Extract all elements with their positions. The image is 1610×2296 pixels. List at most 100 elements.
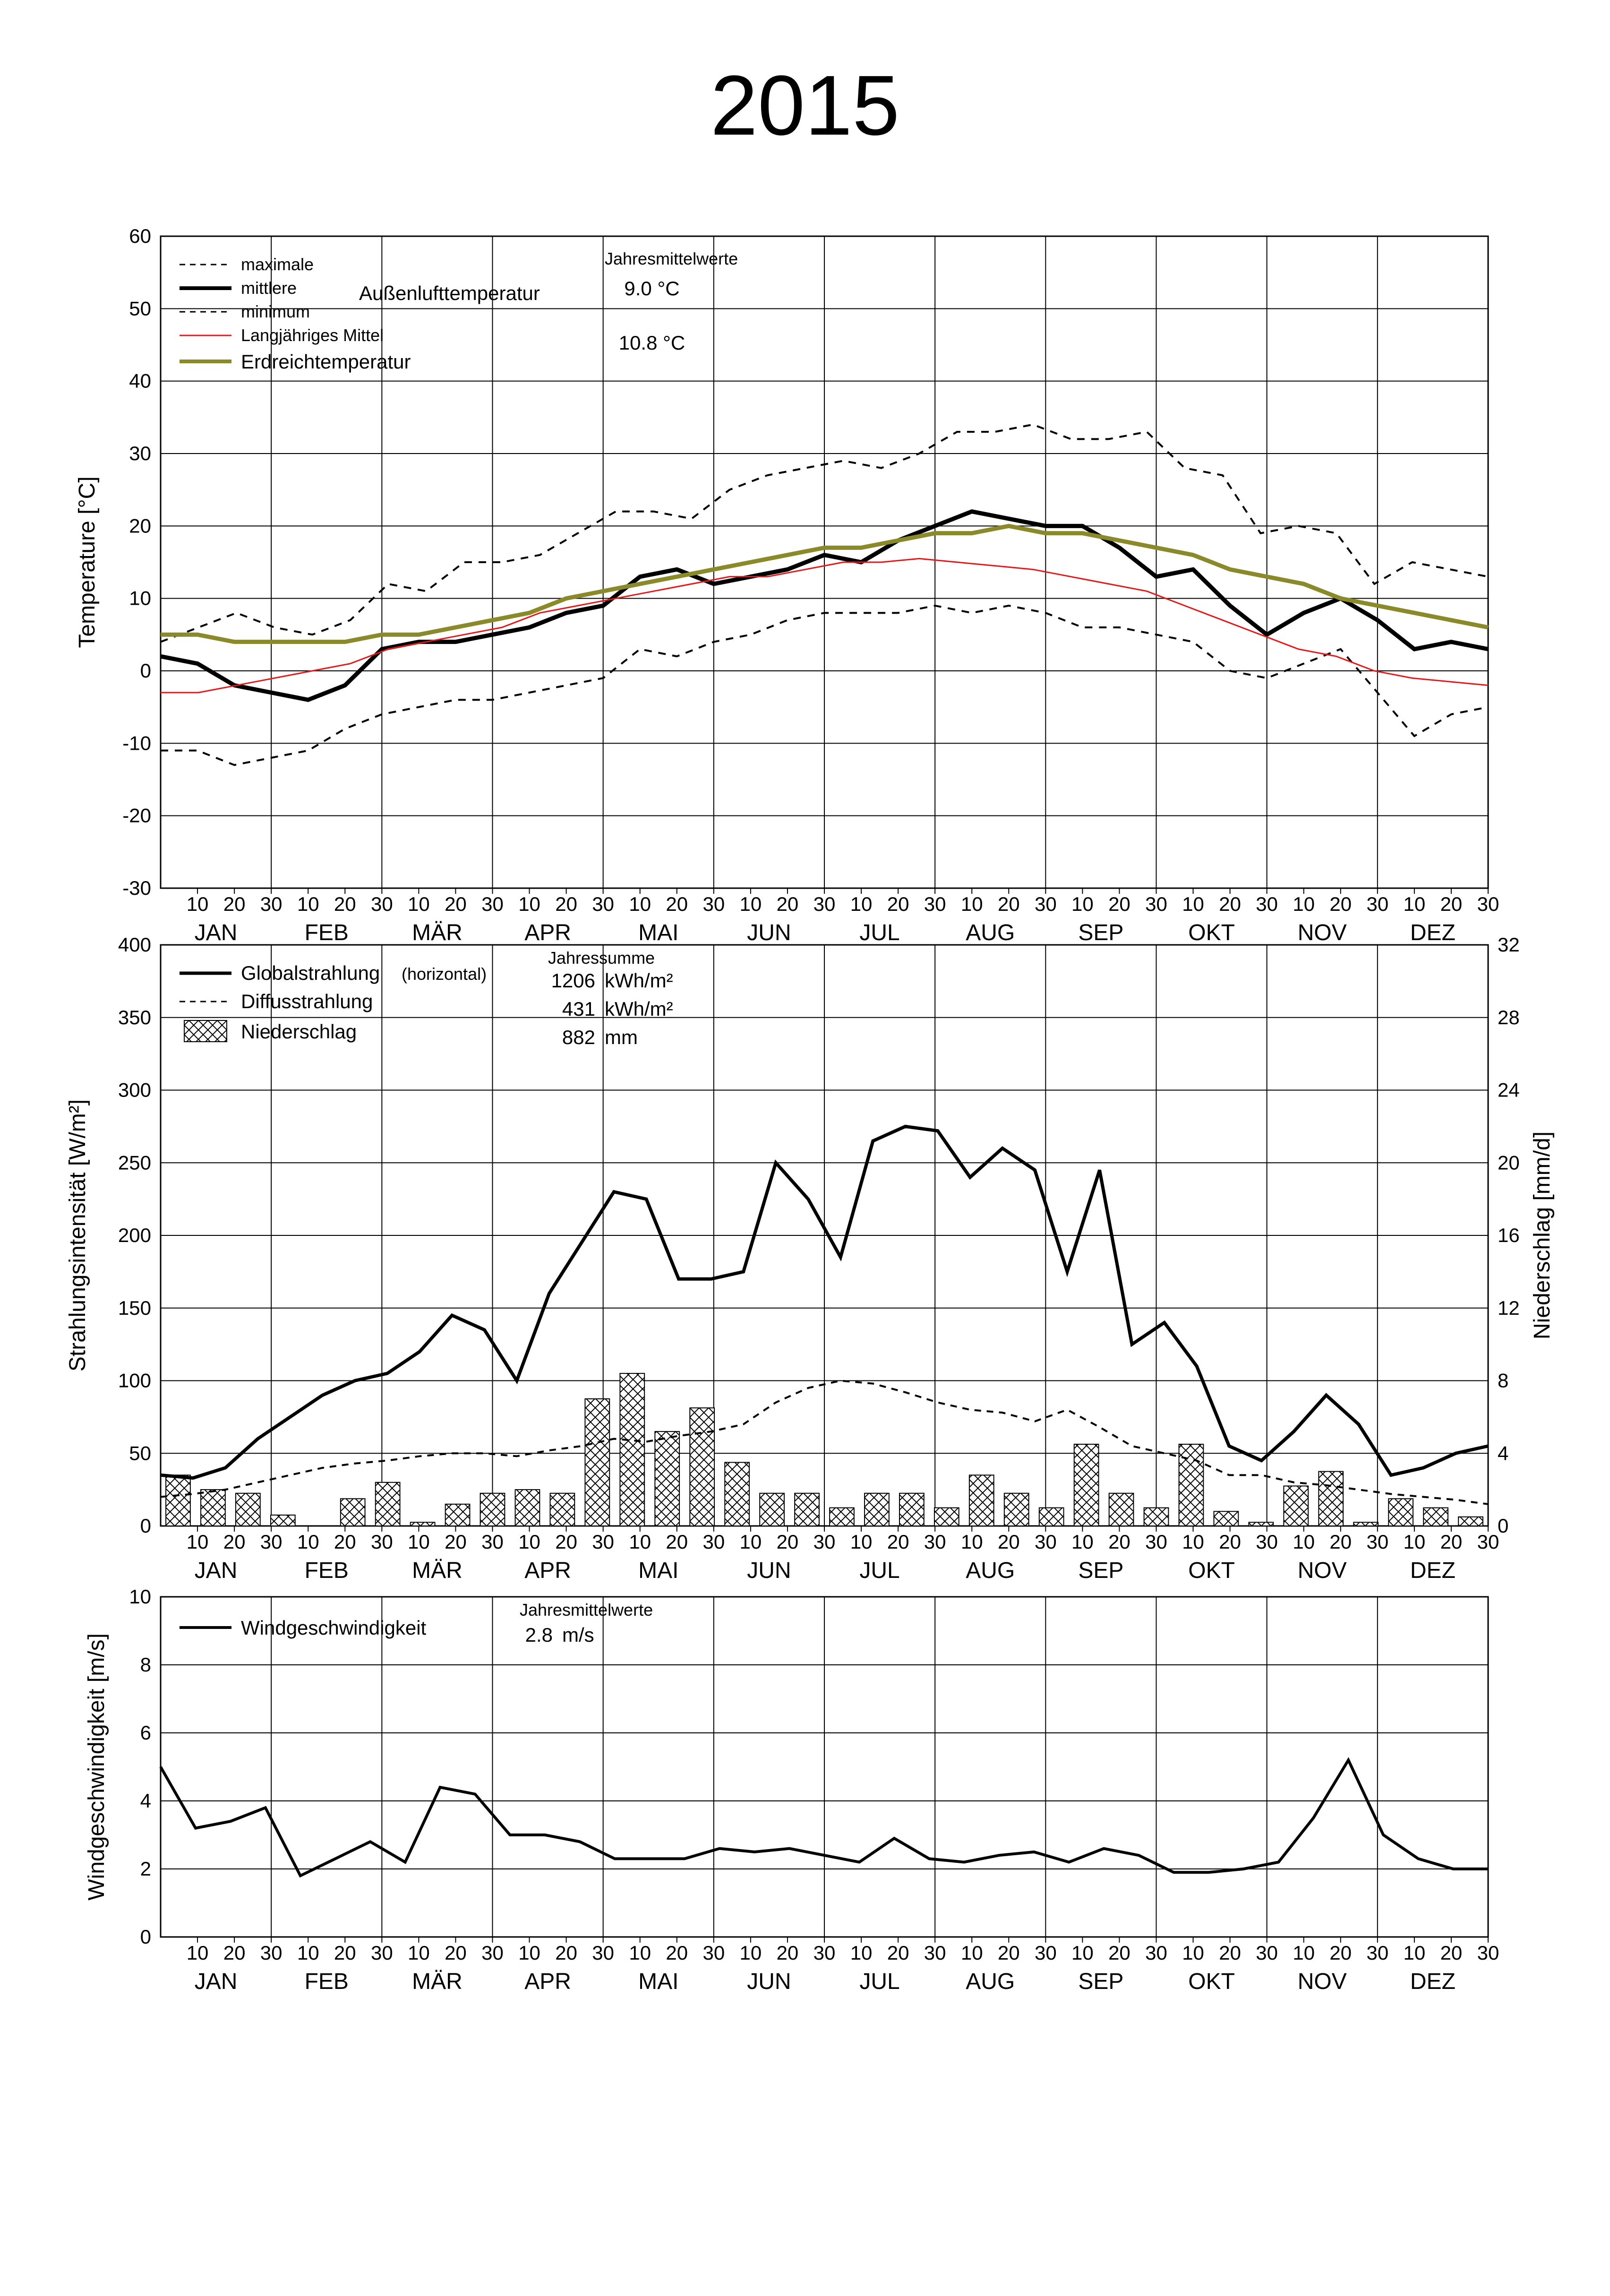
svg-text:NOV: NOV <box>1298 1558 1347 1583</box>
page: 2015 -30-20-100102030405060102030JAN1020… <box>0 0 1610 2296</box>
svg-text:10: 10 <box>408 1942 430 1964</box>
svg-text:200: 200 <box>118 1224 151 1246</box>
svg-text:10: 10 <box>1071 1942 1094 1964</box>
svg-text:10: 10 <box>740 893 762 915</box>
svg-text:Erdreichtemperatur: Erdreichtemperatur <box>241 351 411 373</box>
svg-text:30: 30 <box>924 1942 946 1964</box>
svg-text:JUL: JUL <box>859 920 899 945</box>
svg-text:Temperature [°C]: Temperature [°C] <box>75 476 100 648</box>
svg-text:Diffusstrahlung: Diffusstrahlung <box>241 990 373 1012</box>
svg-text:-10: -10 <box>122 732 151 754</box>
svg-text:30: 30 <box>814 1942 836 1964</box>
svg-text:20: 20 <box>555 1942 577 1964</box>
svg-text:kWh/m²: kWh/m² <box>605 998 673 1020</box>
svg-text:Außenlufttemperatur: Außenlufttemperatur <box>359 282 540 304</box>
svg-text:Jahresmittelwerte: Jahresmittelwerte <box>605 249 738 268</box>
svg-text:10: 10 <box>297 893 319 915</box>
svg-text:20: 20 <box>1329 1531 1352 1553</box>
svg-text:SEP: SEP <box>1078 920 1123 945</box>
svg-text:10: 10 <box>1404 1942 1426 1964</box>
svg-text:JUN: JUN <box>747 1969 791 1994</box>
svg-text:20: 20 <box>1329 1942 1352 1964</box>
svg-text:MÄR: MÄR <box>412 1969 462 1994</box>
svg-text:Niederschlag: Niederschlag <box>241 1020 357 1043</box>
radiation-chart: 0501001502002503003504000481216202428321… <box>65 934 1555 1583</box>
svg-text:20: 20 <box>887 1531 909 1553</box>
svg-text:AUG: AUG <box>966 1558 1015 1583</box>
svg-text:FEB: FEB <box>305 1969 349 1994</box>
svg-text:20: 20 <box>129 514 151 537</box>
svg-text:10: 10 <box>1293 1942 1315 1964</box>
svg-text:0: 0 <box>140 660 151 682</box>
svg-text:10: 10 <box>740 1942 762 1964</box>
svg-text:10: 10 <box>850 1531 873 1553</box>
svg-text:10: 10 <box>518 1942 540 1964</box>
svg-text:20: 20 <box>445 1531 467 1553</box>
svg-text:431: 431 <box>562 998 595 1020</box>
svg-text:10: 10 <box>518 893 540 915</box>
svg-text:30: 30 <box>481 1942 504 1964</box>
svg-text:20: 20 <box>445 1942 467 1964</box>
svg-text:10: 10 <box>297 1942 319 1964</box>
svg-text:0: 0 <box>140 1926 151 1948</box>
svg-text:MAI: MAI <box>638 1558 678 1583</box>
svg-text:30: 30 <box>371 1531 393 1553</box>
svg-text:0: 0 <box>140 1515 151 1537</box>
svg-text:10: 10 <box>1293 1531 1315 1553</box>
svg-text:DEZ: DEZ <box>1410 1558 1456 1583</box>
svg-text:30: 30 <box>702 893 725 915</box>
svg-text:4: 4 <box>140 1790 151 1812</box>
svg-text:20: 20 <box>555 1531 577 1553</box>
svg-text:10: 10 <box>1182 893 1204 915</box>
svg-text:20: 20 <box>223 1942 246 1964</box>
svg-text:50: 50 <box>129 1442 151 1464</box>
svg-text:10: 10 <box>129 1585 151 1608</box>
svg-text:40: 40 <box>129 370 151 392</box>
svg-text:20: 20 <box>1108 893 1130 915</box>
svg-text:AUG: AUG <box>966 1969 1015 1994</box>
svg-text:DEZ: DEZ <box>1410 920 1456 945</box>
svg-text:NOV: NOV <box>1298 920 1347 945</box>
svg-text:20: 20 <box>555 893 577 915</box>
svg-text:10: 10 <box>187 893 209 915</box>
svg-text:20: 20 <box>1329 893 1352 915</box>
svg-text:30: 30 <box>260 1531 283 1553</box>
svg-text:6: 6 <box>140 1722 151 1744</box>
svg-text:20: 20 <box>334 893 356 915</box>
svg-text:30: 30 <box>260 893 283 915</box>
svg-text:20: 20 <box>223 1531 246 1553</box>
svg-text:20: 20 <box>1108 1531 1130 1553</box>
svg-text:JUL: JUL <box>859 1558 899 1583</box>
svg-text:10: 10 <box>1182 1531 1204 1553</box>
svg-text:10: 10 <box>297 1531 319 1553</box>
svg-text:Jahresmittelwerte: Jahresmittelwerte <box>520 1600 653 1619</box>
svg-text:10: 10 <box>187 1942 209 1964</box>
svg-text:350: 350 <box>118 1006 151 1028</box>
svg-text:10: 10 <box>850 1942 873 1964</box>
svg-text:Globalstrahlung: Globalstrahlung <box>241 962 380 984</box>
svg-text:60: 60 <box>129 225 151 247</box>
svg-text:30: 30 <box>702 1531 725 1553</box>
svg-text:Strahlungsintensität [W/m²]: Strahlungsintensität [W/m²] <box>65 1099 90 1371</box>
svg-text:10: 10 <box>518 1531 540 1553</box>
svg-text:30: 30 <box>592 1942 614 1964</box>
svg-text:4: 4 <box>1498 1442 1508 1464</box>
svg-text:20: 20 <box>666 1531 688 1553</box>
svg-text:m/s: m/s <box>562 1624 594 1646</box>
svg-text:30: 30 <box>1366 893 1388 915</box>
svg-text:OKT: OKT <box>1188 1558 1235 1583</box>
svg-text:30: 30 <box>1477 1942 1499 1964</box>
svg-text:minimum: minimum <box>241 302 310 321</box>
svg-text:FEB: FEB <box>305 920 349 945</box>
svg-text:20: 20 <box>1108 1942 1130 1964</box>
svg-text:FEB: FEB <box>305 1558 349 1583</box>
svg-text:0: 0 <box>1498 1515 1508 1537</box>
svg-text:20: 20 <box>777 1942 799 1964</box>
svg-text:30: 30 <box>1035 893 1057 915</box>
svg-text:8: 8 <box>140 1653 151 1676</box>
charts-svg: -30-20-100102030405060102030JAN102030FEB… <box>0 0 1610 2296</box>
svg-text:30: 30 <box>1145 1942 1167 1964</box>
svg-text:10.8 °C: 10.8 °C <box>619 332 685 354</box>
svg-text:10: 10 <box>1404 893 1426 915</box>
svg-text:10: 10 <box>629 1942 651 1964</box>
